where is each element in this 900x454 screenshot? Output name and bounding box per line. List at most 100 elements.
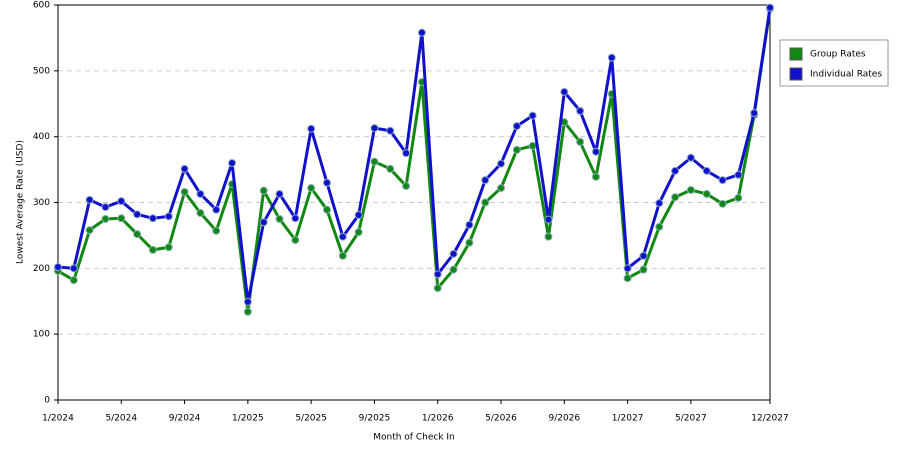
- x-tick-label: 5/2026: [485, 414, 517, 424]
- data-point: [291, 214, 300, 223]
- data-point: [639, 251, 648, 260]
- data-point: [576, 106, 585, 115]
- data-point: [402, 182, 411, 191]
- data-point: [655, 222, 664, 231]
- data-point: [639, 265, 648, 274]
- data-point: [322, 205, 331, 214]
- data-point: [750, 108, 759, 117]
- data-point: [259, 186, 268, 195]
- data-point: [481, 176, 490, 185]
- legend-swatch: [789, 67, 803, 81]
- y-tick-label: 500: [33, 66, 50, 76]
- data-point: [101, 214, 110, 223]
- data-point: [655, 199, 664, 208]
- data-point: [433, 270, 442, 279]
- data-point: [734, 170, 743, 179]
- data-point: [291, 236, 300, 245]
- data-point: [338, 232, 347, 241]
- data-point: [560, 87, 569, 96]
- data-point: [766, 3, 774, 12]
- data-point: [243, 307, 252, 316]
- y-axis-label: Lowest Average Rate (USD): [16, 140, 26, 264]
- data-point: [307, 184, 316, 193]
- series-line: [57, 8, 772, 314]
- x-tick-label: 5/2027: [675, 414, 707, 424]
- data-point: [671, 166, 680, 175]
- x-tick-label: 5/2024: [105, 414, 137, 424]
- data-point: [512, 145, 521, 154]
- data-point: [718, 199, 727, 208]
- x-tick-label: 9/2024: [169, 414, 201, 424]
- data-point: [148, 214, 157, 223]
- data-point: [702, 189, 711, 198]
- data-point: [69, 264, 78, 273]
- x-axis-label: Month of Check In: [373, 433, 455, 443]
- data-point: [164, 212, 173, 221]
- data-point: [370, 124, 379, 133]
- data-point: [322, 178, 331, 187]
- data-point: [275, 214, 284, 223]
- data-point: [591, 172, 600, 181]
- legend-label: Individual Rates: [810, 70, 882, 80]
- data-point: [354, 228, 363, 237]
- data-point: [607, 53, 616, 62]
- data-point: [686, 153, 695, 162]
- data-point: [734, 193, 743, 202]
- y-tick-label: 300: [33, 198, 50, 208]
- data-point: [85, 195, 94, 204]
- legend-label: Group Rates: [810, 50, 866, 60]
- data-point: [623, 274, 632, 283]
- data-point: [133, 210, 142, 219]
- data-point: [101, 203, 110, 212]
- data-point: [133, 230, 142, 239]
- data-point: [402, 149, 411, 158]
- data-point: [528, 141, 537, 150]
- data-point: [54, 263, 62, 272]
- x-tick-label: 5/2025: [295, 414, 327, 424]
- data-point: [386, 164, 395, 173]
- y-tick-label: 200: [33, 264, 50, 274]
- data-point: [497, 159, 506, 168]
- data-point: [117, 197, 126, 206]
- y-tick-label: 600: [33, 1, 50, 11]
- x-tick-label: 1/2024: [42, 414, 74, 424]
- data-point: [196, 209, 205, 218]
- data-point: [671, 193, 680, 202]
- data-point: [275, 189, 284, 198]
- data-point: [623, 264, 632, 273]
- x-tick-label: 1/2026: [422, 414, 454, 424]
- data-point: [449, 265, 458, 274]
- data-point: [449, 249, 458, 258]
- data-point: [180, 164, 189, 173]
- data-point: [465, 238, 474, 247]
- data-point: [148, 245, 157, 254]
- data-point: [180, 187, 189, 196]
- data-point: [354, 211, 363, 220]
- data-point: [196, 189, 205, 198]
- data-point: [69, 276, 78, 285]
- data-point: [338, 251, 347, 260]
- data-point: [433, 284, 442, 293]
- data-point: [497, 184, 506, 193]
- x-tick-label: 9/2026: [548, 414, 580, 424]
- data-point: [544, 215, 553, 224]
- x-tick-label: 1/2025: [232, 414, 264, 424]
- data-point: [370, 157, 379, 166]
- data-point: [212, 226, 221, 235]
- data-point: [718, 176, 727, 185]
- data-point: [243, 297, 252, 306]
- data-point: [259, 218, 268, 227]
- data-point: [686, 185, 695, 194]
- data-point: [212, 205, 221, 214]
- data-point: [228, 159, 237, 167]
- data-point: [85, 226, 94, 235]
- x-tick-label: 9/2025: [359, 414, 391, 424]
- data-point: [481, 198, 490, 207]
- data-point: [117, 214, 126, 223]
- data-point: [512, 122, 521, 131]
- series-line: [57, 7, 772, 304]
- data-point: [528, 111, 537, 120]
- y-tick-label: 100: [33, 330, 50, 340]
- data-point: [465, 220, 474, 229]
